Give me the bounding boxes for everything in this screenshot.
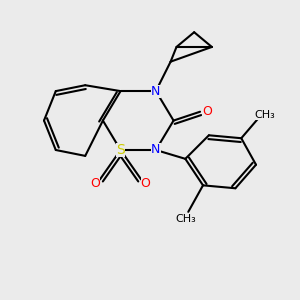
- Text: N: N: [151, 143, 160, 157]
- Text: CH₃: CH₃: [175, 214, 196, 224]
- Text: S: S: [116, 143, 125, 157]
- Text: O: O: [202, 105, 212, 118]
- Text: O: O: [91, 177, 100, 190]
- Text: N: N: [151, 85, 160, 98]
- Text: O: O: [141, 177, 151, 190]
- Text: CH₃: CH₃: [254, 110, 275, 120]
